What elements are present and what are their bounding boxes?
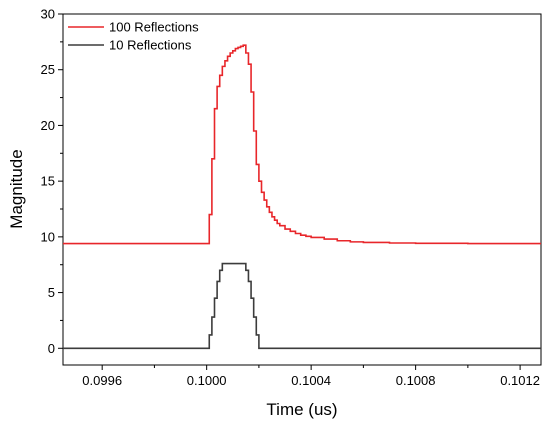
y-tick-label: 15 — [41, 174, 55, 189]
x-tick-label: 0.1000 — [187, 373, 227, 388]
x-tick-label: 0.1012 — [500, 373, 540, 388]
series-line-2 — [63, 262, 541, 350]
y-axis: 0 5 10 15 20 25 30 — [41, 7, 63, 356]
series-layer — [63, 44, 541, 350]
y-tick-label: 20 — [41, 118, 55, 133]
legend-label: 100 Reflections — [109, 20, 199, 35]
legend: 100 Reflections 10 Reflections — [68, 20, 199, 53]
series-line-1 — [63, 44, 541, 245]
y-tick-label: 25 — [41, 62, 55, 77]
x-tick-label: 0.0996 — [82, 373, 122, 388]
x-axis-label: Time (us) — [266, 400, 337, 419]
x-axis: 0.0996 0.1000 0.1004 0.1008 0.1012 — [82, 365, 540, 388]
y-axis-label: Magnitude — [7, 149, 26, 228]
x-tick-label: 0.1008 — [396, 373, 436, 388]
y-tick-label: 5 — [48, 285, 55, 300]
y-tick-label: 0 — [48, 341, 55, 356]
y-tick-label: 30 — [41, 7, 55, 22]
x-tick-label: 0.1004 — [291, 373, 331, 388]
legend-label: 10 Reflections — [109, 38, 192, 53]
plot-frame — [62, 13, 542, 366]
y-tick-label: 10 — [41, 229, 55, 244]
